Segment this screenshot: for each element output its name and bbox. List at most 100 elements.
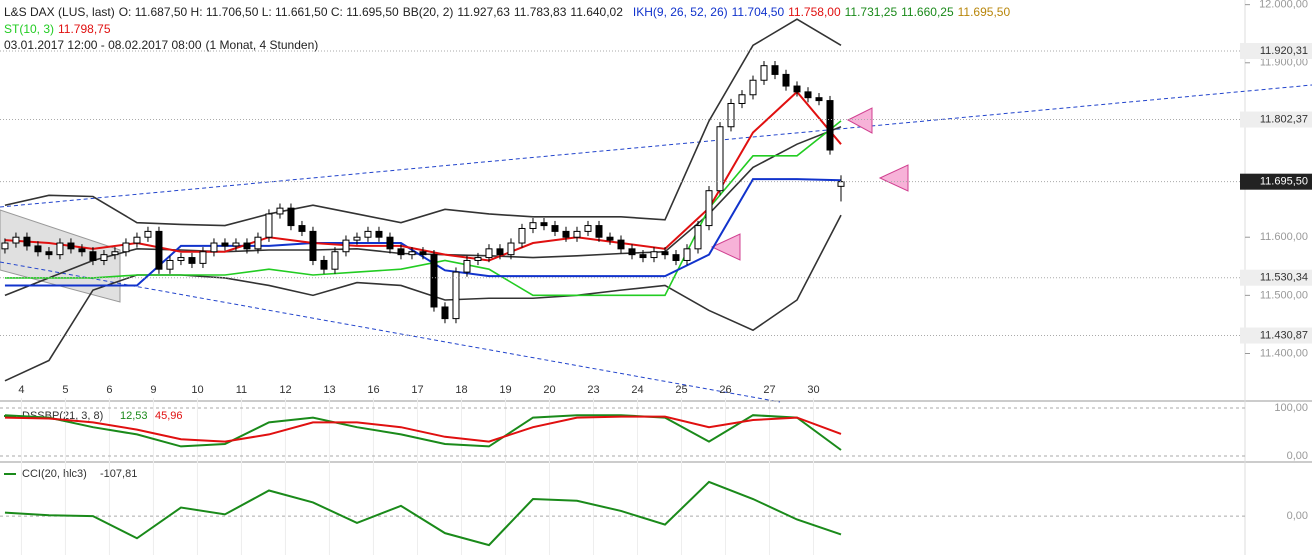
candle-body xyxy=(353,236,361,241)
candle-body xyxy=(122,242,130,253)
y-tick-label: 11.600,00 xyxy=(1260,231,1308,243)
candle-body xyxy=(56,242,64,256)
candle-body xyxy=(177,257,185,261)
range: 03.01.2017 12:00 - 08.02.2017 08:00 xyxy=(4,38,202,52)
candle-body xyxy=(672,254,680,261)
candle-body xyxy=(683,248,691,261)
price-label-box xyxy=(1240,42,1312,59)
x-tick-label: 26 xyxy=(719,384,731,396)
bb-value: 11.783,83 xyxy=(513,5,567,19)
header-line: 03.01.2017 12:00 - 08.02.2017 08:00 (1 Mo… xyxy=(4,38,322,52)
price-label-box xyxy=(1240,269,1312,286)
candle-body xyxy=(34,245,42,253)
candle-body xyxy=(650,251,658,259)
period: (1 Monat, 4 Stunden) xyxy=(205,38,319,52)
candle-body xyxy=(199,251,207,264)
st-value: 11.798,75 xyxy=(58,22,111,36)
candle-body xyxy=(760,65,768,81)
x-tick-label: 4 xyxy=(18,384,24,396)
legend-value: -107,81 xyxy=(100,468,137,480)
ikh-value: 11.695,50 xyxy=(957,5,1011,19)
candle-body xyxy=(331,251,339,270)
candle-body xyxy=(507,242,515,256)
candle-body xyxy=(540,222,548,227)
ikh-value: 11.758,00 xyxy=(788,5,841,19)
ikh-value: 11.704,50 xyxy=(731,5,785,19)
candle-body xyxy=(584,225,592,232)
candle-body xyxy=(78,248,86,253)
indicator-line xyxy=(4,214,842,382)
candle-body xyxy=(793,85,801,93)
indicator-line xyxy=(4,18,842,227)
candle-body xyxy=(276,207,284,215)
candle-body xyxy=(375,230,383,238)
indicator-line xyxy=(4,480,842,547)
candle-body xyxy=(441,306,449,320)
candle-body xyxy=(298,225,306,232)
candle-body xyxy=(782,73,790,87)
bb-value: 11.927,63 xyxy=(457,5,510,19)
candle-body xyxy=(166,259,174,270)
ikh-value: 11.731,25 xyxy=(844,5,898,19)
candle-body xyxy=(573,230,581,238)
x-tick-label: 20 xyxy=(543,384,555,396)
bb-value: 11.640,02 xyxy=(570,5,623,19)
candle-body xyxy=(320,259,328,270)
candle-body xyxy=(716,126,724,192)
x-tick-label: 6 xyxy=(106,384,112,396)
candle-body xyxy=(705,190,713,227)
candle-body xyxy=(100,254,108,261)
instrument: L&S DAX (LUS, last) xyxy=(4,5,115,19)
trend-line xyxy=(0,84,1312,208)
y-tick-label: 0,00 xyxy=(1287,450,1308,462)
candle-body xyxy=(232,242,240,247)
candle-body xyxy=(243,242,251,250)
x-tick-label: 18 xyxy=(455,384,467,396)
triangle xyxy=(846,107,873,134)
ikh-label: IKH(9, 26, 52, 26) xyxy=(632,5,728,19)
price-label: 11.530,34 xyxy=(1260,272,1308,284)
x-tick-label: 9 xyxy=(150,384,156,396)
candle-body xyxy=(617,239,625,250)
candle-body xyxy=(529,222,537,229)
candle-body xyxy=(265,213,273,238)
y-tick-label: 12.000,00 xyxy=(1259,0,1308,11)
candle-body xyxy=(826,100,834,151)
candle-body xyxy=(188,257,196,264)
x-tick-label: 5 xyxy=(62,384,68,396)
x-tick-label: 11 xyxy=(236,384,247,396)
candle-body xyxy=(419,251,427,256)
y-tick-label: 11.500,00 xyxy=(1260,289,1308,301)
candle-body xyxy=(67,242,75,250)
price-label: 11.430,87 xyxy=(1260,329,1308,341)
candle-body xyxy=(221,242,229,247)
candle-body xyxy=(1,242,9,250)
candle-body xyxy=(254,236,262,250)
indicator-line xyxy=(4,414,842,451)
candle-body xyxy=(111,251,119,256)
candle-body xyxy=(639,254,647,259)
x-tick-label: 17 xyxy=(411,384,423,396)
candle-body xyxy=(408,251,416,256)
indicator-line xyxy=(4,120,842,297)
x-tick-label: 24 xyxy=(631,384,643,396)
candle-body xyxy=(837,181,845,187)
candle-body xyxy=(144,230,152,238)
candle-body xyxy=(771,65,779,75)
x-tick-label: 23 xyxy=(587,384,599,396)
legend-label: CCI(20, hlc3) xyxy=(22,468,87,480)
indicator-line xyxy=(4,126,842,297)
y-tick-label: 0,00 xyxy=(1287,510,1308,522)
candle-body xyxy=(89,251,97,261)
ikh-value: 11.660,25 xyxy=(901,5,954,19)
candle-body xyxy=(12,236,20,244)
candle-body xyxy=(397,248,405,256)
candle-body xyxy=(23,236,31,247)
ohlc: O: 11.687,50 H: 11.706,50 L: 11.661,50 C… xyxy=(118,5,399,19)
price-label: 11.802,37 xyxy=(1260,113,1308,125)
price-label-box xyxy=(1240,111,1312,128)
header-line: ST(10, 3) 11.798,75 xyxy=(4,22,115,36)
candle-body xyxy=(727,102,735,128)
candle-body xyxy=(45,251,53,256)
candle-body xyxy=(738,94,746,104)
